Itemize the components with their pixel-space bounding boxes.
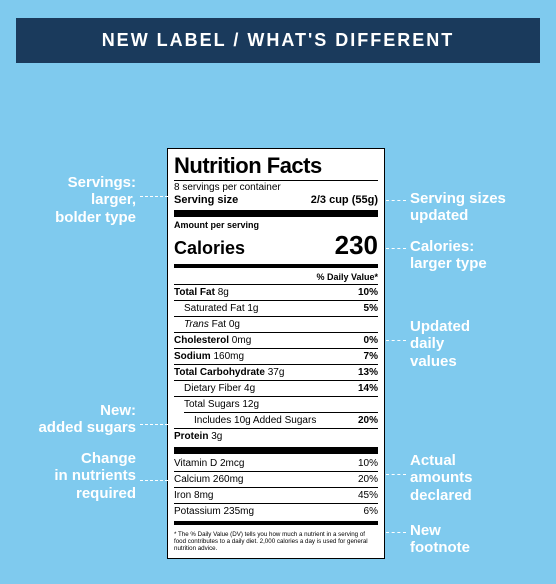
row-protein: Protein 3g xyxy=(174,430,378,443)
nutrition-facts-label: Nutrition Facts 8 servings per container… xyxy=(167,148,385,559)
row-total-sugars: Total Sugars 12g xyxy=(174,398,378,411)
banner: NEW LABEL / WHAT'S DIFFERENT xyxy=(16,18,540,63)
callout-serving-sizes: Serving sizes updated xyxy=(410,190,506,225)
callout-new-footnote: New footnote xyxy=(410,522,470,557)
callout-added-sugars: New: added sugars xyxy=(38,402,136,437)
callout-nutrients-change: Change in nutrients required xyxy=(54,450,136,502)
row-sat-fat: Saturated Fat 1g 5% xyxy=(174,302,378,315)
serving-size-label: Serving size xyxy=(174,194,238,206)
row-carb: Total Carbohydrate 37g 13% xyxy=(174,366,378,379)
row-trans-fat: Trans Fat 0g xyxy=(174,318,378,331)
callout-amounts-declared: Actual amounts declared xyxy=(410,452,473,504)
callout-servings: Servings: larger, bolder type xyxy=(55,174,136,226)
calories-label: Calories xyxy=(174,238,245,259)
callout-calories-type: Calories: larger type xyxy=(410,238,487,273)
row-added-sugars: Includes 10g Added Sugars 20% xyxy=(174,414,378,427)
row-fiber: Dietary Fiber 4g 14% xyxy=(174,382,378,395)
amount-per-serving: Amount per serving xyxy=(174,220,378,230)
footnote: * The % Daily Value (DV) tells you how m… xyxy=(174,528,378,552)
row-calcium: Calcium 260mg 20% xyxy=(174,473,378,486)
dv-header: % Daily Value* xyxy=(174,271,378,283)
row-iron: Iron 8mg 45% xyxy=(174,489,378,502)
row-vitd: Vitamin D 2mcg 10% xyxy=(174,457,378,470)
servings-per-container: 8 servings per container xyxy=(174,182,378,193)
callout-updated-dv: Updated daily values xyxy=(410,318,470,370)
row-potassium: Potassium 235mg 6% xyxy=(174,505,378,518)
row-cholesterol: Cholesterol 0mg 0% xyxy=(174,334,378,347)
calories-value: 230 xyxy=(335,230,378,261)
calories-row: Calories 230 xyxy=(174,230,378,261)
serving-size-value: 2/3 cup (55g) xyxy=(311,194,378,206)
label-title: Nutrition Facts xyxy=(174,153,378,179)
row-sodium: Sodium 160mg 7% xyxy=(174,350,378,363)
serving-size-row: Serving size 2/3 cup (55g) xyxy=(174,194,378,206)
row-total-fat: Total Fat 8g 10% xyxy=(174,286,378,299)
